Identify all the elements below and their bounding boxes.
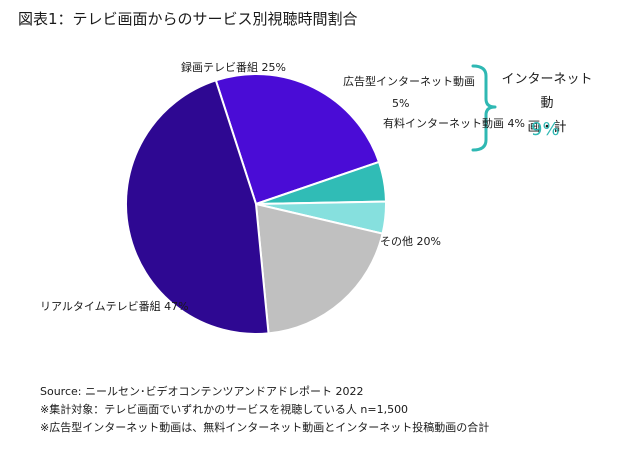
pie-slice [255, 203, 384, 335]
label-recorded-tv: 録画テレビ番組 25% [181, 61, 286, 74]
source-note: Source: ニールセン･ビデオコンテンツアンドアドレポート 2022 [40, 385, 364, 398]
pie-slice [125, 79, 270, 335]
group-value: 9% [531, 119, 560, 140]
pie-slice [214, 73, 380, 205]
label-ad-video-name: 広告型インターネット動画 [343, 75, 475, 88]
definition-note: ※広告型インターネット動画は、無料インターネット動画とインターネット投稿動画の合… [40, 421, 490, 434]
group-bracket [471, 64, 497, 152]
group-label: インターネット動 画・計 [501, 72, 593, 135]
label-paid-video: 有料インターネット動画 4% [383, 117, 525, 130]
label-other: その他 20% [380, 235, 441, 248]
label-ad-video-value: 5% [392, 97, 410, 110]
chart-title: 図表1：テレビ画面からのサービス別視聴時間割合 [18, 10, 358, 28]
chart-notes: Source: ニールセン･ビデオコンテンツアンドアドレポート 2022 ※集計… [40, 383, 489, 437]
sample-note: ※集計対象：テレビ画面でいずれかのサービスを視聴している人 n=1,500 [40, 403, 409, 416]
label-realtime-tv: リアルタイムテレビ番組 47% [40, 300, 189, 313]
